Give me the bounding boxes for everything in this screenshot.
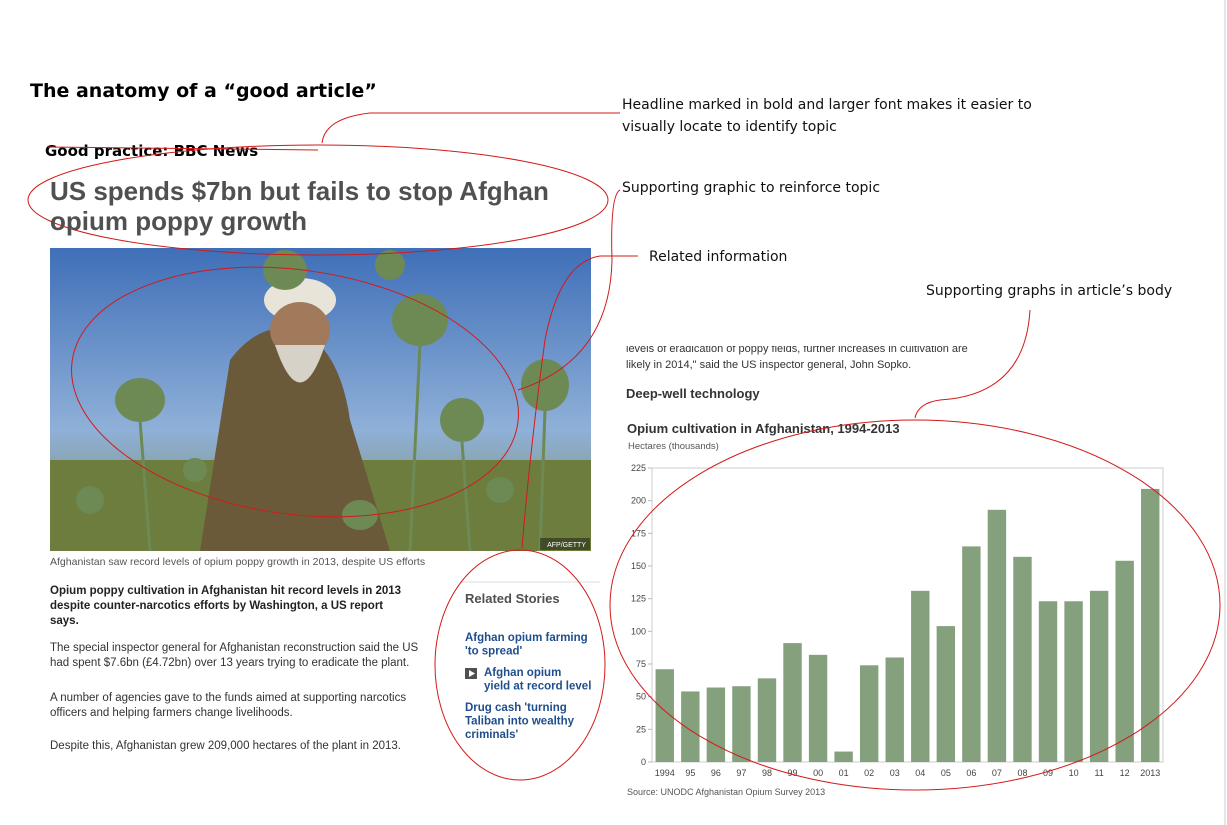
related-story: criminals' (465, 729, 518, 741)
x-tick-label: 09 (1043, 768, 1053, 778)
x-tick-label: 08 (1017, 768, 1027, 778)
bar (1115, 560, 1134, 762)
bar (911, 590, 930, 762)
annotation: Related information (649, 249, 787, 265)
annotation: visually locate to identify topic (622, 119, 837, 135)
photo: AFP/GETTY (50, 248, 591, 552)
bar (681, 691, 700, 762)
bar (706, 687, 726, 762)
x-tick-label: 00 (813, 768, 823, 778)
annotation: Supporting graphs in article’s body (926, 283, 1172, 299)
chart-source: Source: UNODC Afghanistan Opium Survey 2… (627, 787, 825, 797)
y-tick-label: 175 (631, 528, 646, 538)
bar (885, 657, 904, 762)
x-tick-label: 01 (839, 768, 849, 778)
x-tick-label: 95 (685, 768, 695, 778)
x-tick-label: 11 (1094, 768, 1103, 778)
x-tick-label: 03 (890, 768, 900, 778)
x-tick-label: 12 (1120, 768, 1130, 778)
paragraph: The special inspector general for Afghan… (50, 642, 419, 654)
bar (834, 751, 853, 762)
x-tick-label: 10 (1069, 768, 1079, 778)
related-story: Afghan opium farming (465, 632, 588, 644)
headline: opium poppy growth (50, 206, 307, 236)
y-tick-label: 125 (631, 594, 646, 604)
subtitle: Good practice: BBC News (45, 142, 258, 160)
bar (732, 686, 751, 762)
page-title: The anatomy of a “good article” (30, 80, 377, 102)
related-story: yield at record level (484, 681, 591, 693)
y-tick-label: 0 (641, 757, 646, 767)
y-tick-label: 50 (636, 692, 646, 702)
x-tick-label: 98 (762, 768, 772, 778)
bar (1089, 590, 1109, 762)
y-tick-label: 225 (631, 463, 646, 473)
x-tick-label: 05 (941, 768, 951, 778)
bar (808, 654, 828, 762)
snippet: levels of eradication of poppy fields, f… (626, 343, 968, 355)
caption: Afghanistan saw record levels of opium p… (50, 556, 425, 568)
x-tick-label: 06 (966, 768, 976, 778)
chart-title: Opium cultivation in Afghanistan, 1994-2… (627, 421, 900, 436)
bar (987, 509, 1007, 762)
paragraph: Despite this, Afghanistan grew 209,000 h… (50, 740, 401, 752)
x-tick-label: 2013 (1140, 768, 1160, 778)
bar (962, 546, 981, 762)
section-heading: Deep-well technology (626, 386, 760, 401)
bar (757, 678, 777, 762)
x-tick-label: 96 (711, 768, 721, 778)
lead: says. (50, 615, 79, 627)
y-tick-label: 100 (631, 626, 646, 636)
x-tick-label: 97 (736, 768, 746, 778)
y-tick-label: 75 (636, 659, 646, 669)
bar (859, 665, 879, 762)
lead: Opium poppy cultivation in Afghanistan h… (50, 585, 401, 597)
paragraph: A number of agencies gave to the funds a… (50, 692, 406, 704)
plot-frame (651, 467, 1164, 763)
headline: US spends $7bn but fails to stop Afghan (50, 176, 549, 206)
x-tick-label: 02 (864, 768, 874, 778)
y-tick-label: 200 (631, 496, 646, 506)
y-tick-label: 25 (636, 724, 646, 734)
bar (655, 669, 674, 762)
bar (1013, 556, 1032, 762)
x-tick-label: 1994 (655, 768, 675, 778)
photo-credit: AFP/GETTY (547, 542, 586, 549)
chart-subtitle: Hectares (thousands) (628, 441, 719, 452)
y-tick-label: 150 (631, 561, 646, 571)
bar (1141, 488, 1160, 762)
annotation-marks (27, 112, 1221, 791)
related-story: Taliban into wealthy (465, 716, 575, 728)
bar (783, 643, 802, 762)
paragraph: had spent $7.6bn (£4.72bn) over 13 years… (50, 657, 409, 669)
bar (936, 626, 956, 762)
related-heading: Related Stories (465, 591, 560, 606)
x-tick-label: 99 (788, 768, 798, 778)
annotation: Supporting graphic to reinforce topic (622, 180, 880, 196)
related-story: Drug cash 'turning (465, 702, 567, 714)
x-tick-label: 04 (915, 768, 925, 778)
snippet: likely in 2014," said the US inspector g… (626, 359, 911, 371)
related-story: Afghan opium (484, 667, 561, 679)
bar (1038, 601, 1058, 762)
lead: despite counter-narcotics efforts by Was… (50, 600, 383, 612)
bar (1064, 601, 1083, 762)
paragraph: officers and helping farmers change live… (50, 707, 293, 719)
annotation: Headline marked in bold and larger font … (622, 97, 1032, 113)
x-tick-label: 07 (992, 768, 1002, 778)
related-story: 'to spread' (465, 646, 522, 658)
